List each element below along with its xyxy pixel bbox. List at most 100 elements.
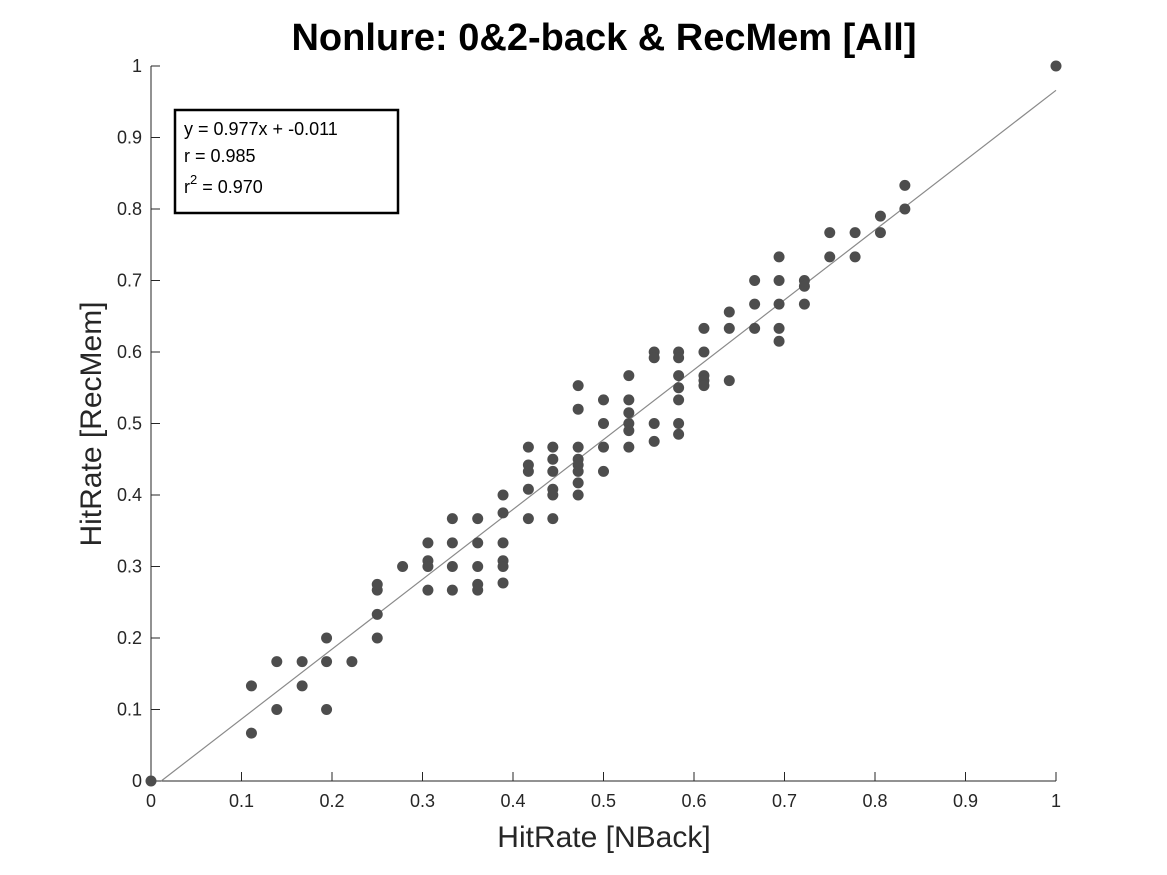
data-point: [446, 513, 458, 525]
data-point: [446, 537, 458, 549]
data-point: [773, 251, 785, 263]
y-tick-label: 0.6: [117, 342, 142, 362]
x-tick-label: 0.8: [862, 791, 887, 811]
data-point: [849, 227, 861, 239]
data-point: [271, 704, 283, 715]
data-point: [1050, 60, 1062, 72]
x-axis-label: HitRate [NBack]: [497, 821, 710, 854]
data-point: [422, 584, 434, 596]
data-point: [749, 322, 761, 334]
data-point: [749, 275, 761, 286]
y-tick-label: 0.2: [117, 628, 142, 648]
data-point: [723, 322, 735, 334]
data-point: [422, 561, 434, 572]
data-point: [598, 394, 609, 406]
data-point: [648, 352, 660, 364]
data-point: [446, 584, 458, 596]
data-point: [648, 435, 660, 447]
y-tick-label: 0.3: [117, 557, 142, 577]
data-point: [522, 465, 534, 477]
stats-equation: y = 0.977x + -0.011: [184, 119, 338, 139]
data-point: [899, 179, 911, 191]
data-point: [623, 370, 635, 382]
data-point: [547, 453, 559, 465]
data-point: [673, 382, 685, 394]
data-point: [723, 375, 735, 387]
y-tick-label: 0.7: [117, 271, 142, 291]
data-point: [824, 251, 836, 263]
data-point: [773, 322, 785, 334]
data-point: [397, 561, 409, 572]
data-point: [773, 298, 785, 310]
data-point: [472, 513, 484, 525]
stats-r2-superscript: 2: [190, 172, 197, 187]
data-point: [572, 489, 584, 501]
x-tick-label: 1: [1051, 791, 1061, 811]
data-point: [623, 407, 635, 419]
data-point: [623, 425, 635, 437]
data-point: [598, 418, 609, 429]
y-axis-label: HitRate [RecMem]: [75, 301, 108, 546]
stats-box-frame: [173, 108, 400, 215]
data-point: [874, 227, 886, 239]
data-point: [698, 322, 710, 334]
y-tick-label: 0.9: [117, 128, 142, 148]
data-point: [798, 280, 810, 292]
data-point: [648, 418, 660, 429]
y-tick-label: 0.1: [117, 700, 142, 720]
data-point: [472, 584, 484, 596]
y-axis-ticks: 0 0.1 0.2 0.3 0.4 0.5 0.6 0.7 0.8 0.9 1: [117, 56, 160, 791]
data-point: [598, 441, 609, 453]
x-tick-label: 0: [146, 791, 156, 811]
y-tick-label: 1: [132, 56, 142, 76]
x-axis-ticks: 0 0.1 0.2 0.3 0.4 0.5 0.6 0.7 0.8 0.9 1: [146, 772, 1061, 811]
data-point: [824, 227, 836, 239]
data-point: [346, 656, 358, 668]
data-point: [673, 394, 685, 406]
data-point: [497, 489, 509, 501]
data-point: [749, 298, 761, 310]
data-point: [673, 428, 685, 440]
data-point: [422, 537, 434, 549]
data-point: [698, 380, 710, 392]
data-point: [245, 727, 257, 739]
y-tick-label: 0.5: [117, 414, 142, 434]
x-tick-label: 0.1: [229, 791, 254, 811]
x-tick-label: 0.9: [953, 791, 978, 811]
data-point: [145, 775, 157, 787]
data-point: [547, 441, 559, 453]
data-point: [321, 704, 333, 715]
data-point: [547, 513, 559, 525]
y-tick-label: 0.8: [117, 199, 142, 219]
data-point: [472, 561, 484, 572]
stats-r2-value: = 0.970: [197, 177, 263, 197]
x-tick-label: 0.6: [681, 791, 706, 811]
data-point: [497, 561, 509, 572]
data-point: [497, 537, 509, 549]
data-point: [296, 656, 308, 668]
data-point: [623, 394, 635, 406]
data-points: [145, 60, 1062, 787]
x-tick-label: 0.5: [591, 791, 616, 811]
stats-r2-prefix: r: [184, 177, 190, 197]
data-point: [497, 507, 509, 519]
data-point: [673, 370, 685, 382]
data-point: [572, 380, 584, 392]
x-tick-label: 0.3: [410, 791, 435, 811]
data-point: [849, 251, 861, 263]
x-tick-label: 0.4: [500, 791, 525, 811]
data-point: [446, 561, 458, 572]
data-point: [522, 441, 534, 453]
data-point: [673, 418, 685, 429]
stats-r2: r2 = 0.970: [184, 172, 263, 197]
data-point: [321, 632, 333, 644]
stats-r: r = 0.985: [184, 146, 256, 166]
data-point: [698, 346, 710, 358]
data-point: [874, 210, 886, 222]
data-point: [271, 656, 283, 668]
data-point: [547, 465, 559, 477]
data-point: [497, 577, 509, 589]
data-point: [773, 275, 785, 286]
data-point: [798, 298, 810, 310]
